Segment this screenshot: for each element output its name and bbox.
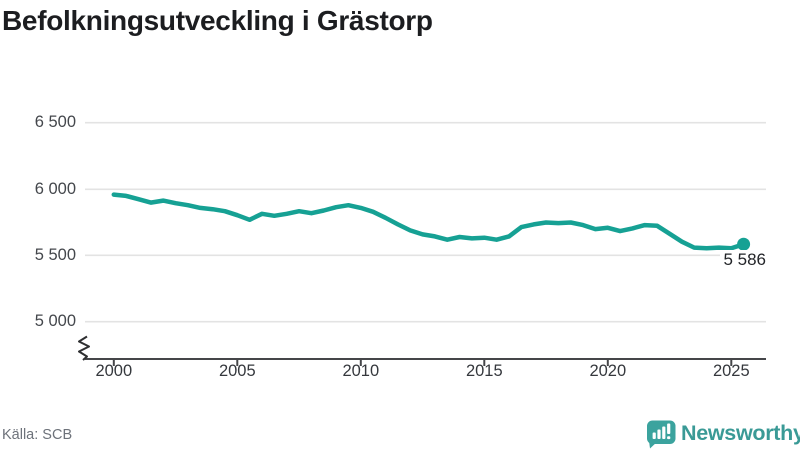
exclamation-bar: [667, 423, 671, 434]
x-tick-label-2010: 2010: [342, 362, 380, 380]
source-credit: Källa: SCB: [2, 427, 73, 443]
brand-name: Newsworthy: [681, 421, 800, 445]
x-tick-label-2000: 2000: [95, 362, 133, 380]
bar-medium: [657, 429, 661, 439]
exclamation-dot: [667, 436, 671, 440]
y-tick-label-6000: 6 000: [34, 179, 76, 198]
chart-title: Befolkningsutveckling i Grästorp: [2, 5, 433, 36]
x-axis: [78, 335, 766, 366]
speech-bubble-chart-icon: [647, 420, 676, 449]
gridlines: [85, 121, 766, 323]
end-point-dot: [737, 237, 751, 251]
bar-large: [662, 426, 666, 439]
latest-value-label: 5 586: [720, 250, 769, 270]
axis-break-mark: [78, 335, 90, 361]
y-tick-label-6500: 6 500: [34, 113, 76, 132]
y-tick-label-5500: 5 500: [34, 245, 76, 264]
bar-small: [652, 432, 656, 439]
x-tick-label-2005: 2005: [218, 362, 256, 380]
population-line: [111, 192, 746, 251]
x-tick-label-2020: 2020: [589, 362, 627, 380]
y-tick-label-5000: 5 000: [34, 312, 76, 331]
x-tick-label-2015: 2015: [465, 362, 503, 380]
x-tick-label-2025: 2025: [712, 362, 750, 380]
